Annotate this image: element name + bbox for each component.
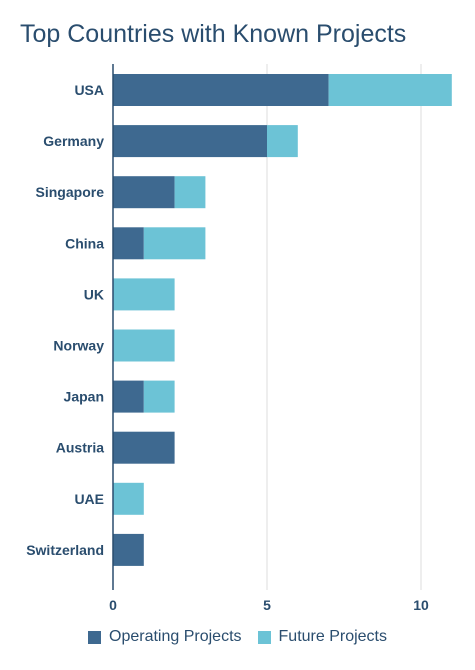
category-label-uk: UK: [84, 286, 104, 302]
bar-usa-operating: [113, 74, 329, 106]
bar-austria-operating: [113, 431, 175, 464]
chart-title: Top Countries with Known Projects: [20, 20, 407, 48]
category-labels: USA Germany Singapore China UK Norway Japan Aus…: [26, 82, 104, 558]
bar-usa-future: [328, 74, 452, 106]
bar-germany-future: [267, 125, 298, 158]
bar-norway-future: [113, 329, 175, 362]
legend-item-operating: Operating Projects: [88, 628, 242, 646]
x-tick-label: 5: [263, 597, 271, 613]
legend-swatch-operating: [88, 630, 101, 644]
bar-germany-operating: [113, 125, 267, 158]
bar-japan-future: [143, 380, 175, 413]
legend: Operating Projects Future Projects: [0, 628, 475, 646]
legend-label-operating: Operating Projects: [109, 628, 242, 645]
category-label-usa: USA: [74, 82, 104, 98]
category-label-switzerland: Switzerland: [26, 542, 104, 558]
category-label-japan: Japan: [64, 389, 104, 405]
bars: [113, 74, 452, 566]
bar-japan-operating: [113, 380, 144, 413]
bar-singapore-future: [174, 176, 206, 209]
category-label-germany: Germany: [43, 133, 104, 149]
category-label-uae: UAE: [74, 491, 104, 507]
x-tick-label: 0: [109, 597, 117, 613]
bar-uk-future: [113, 278, 175, 311]
bar-china-operating: [113, 227, 144, 260]
legend-label-future: Future Projects: [278, 628, 387, 645]
bar-china-future: [143, 227, 206, 260]
category-label-china: China: [65, 235, 104, 251]
bar-singapore-operating: [113, 176, 175, 209]
category-label-norway: Norway: [53, 338, 104, 354]
x-tick-label: 10: [413, 597, 429, 613]
legend-item-future: Future Projects: [257, 628, 387, 646]
legend-swatch-future: [257, 630, 271, 644]
category-label-singapore: Singapore: [36, 184, 105, 200]
x-tick-labels: 0 5 10: [109, 597, 429, 613]
bar-uae-future: [113, 482, 144, 515]
bar-switzerland-operating: [113, 533, 144, 566]
category-label-austria: Austria: [56, 440, 104, 456]
